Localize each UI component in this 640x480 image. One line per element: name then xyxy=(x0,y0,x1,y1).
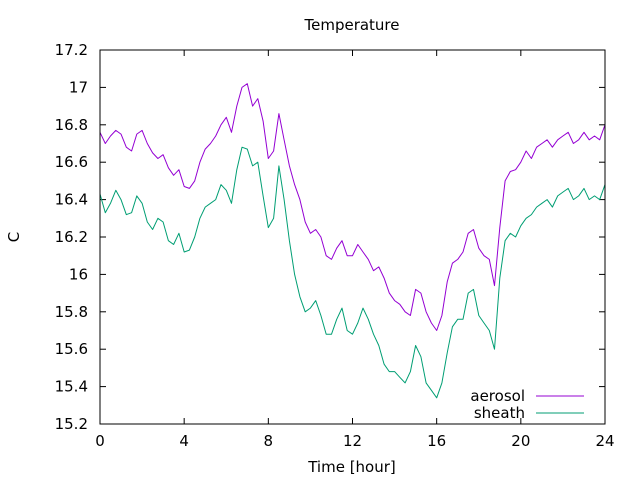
y-tick-label: 15.4 xyxy=(55,378,88,396)
y-tick-label: 15.6 xyxy=(55,340,88,358)
x-tick-label: 4 xyxy=(179,432,189,450)
x-tick-label: 16 xyxy=(427,432,446,450)
plot-frame xyxy=(99,49,606,425)
x-tick-label: 20 xyxy=(511,432,530,450)
legend-label-sheath: sheath xyxy=(474,404,525,422)
chart-title: Temperature xyxy=(303,16,399,34)
y-tick-label: 16.4 xyxy=(55,191,88,209)
y-tick-label: 15.8 xyxy=(55,303,88,321)
x-tick-label: 12 xyxy=(343,432,362,450)
x-tick-label: 8 xyxy=(264,432,274,450)
x-axis-label: Time [hour] xyxy=(307,458,396,476)
series-lines xyxy=(99,83,606,399)
y-axis-label: C xyxy=(5,232,23,242)
y-tick-label: 16.6 xyxy=(55,153,88,171)
y-tick-label: 16 xyxy=(69,265,88,283)
y-tick-label: 17.2 xyxy=(55,41,88,59)
x-tick-label: 0 xyxy=(95,432,105,450)
x-tick-label: 24 xyxy=(595,432,614,450)
series-line-sheath xyxy=(99,146,606,399)
series-line-aerosol xyxy=(99,83,606,331)
y-tick-label: 15.2 xyxy=(55,415,88,433)
y-tick-label: 16.2 xyxy=(55,228,88,246)
y-tick-label: 16.8 xyxy=(55,116,88,134)
legend-label-aerosol: aerosol xyxy=(470,387,525,405)
axis-ticks: 0 4 8 12 16 20 24 15.2 15.4 15.6 15.8 16 16.2 16.4 16.… xyxy=(55,41,615,450)
y-tick-label: 17 xyxy=(69,78,88,96)
